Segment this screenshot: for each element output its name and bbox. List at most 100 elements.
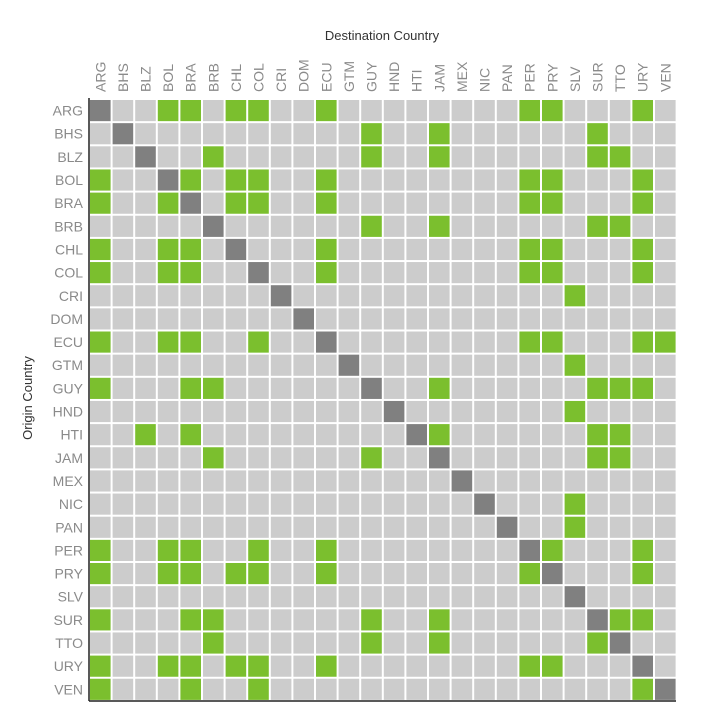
cell-blz-jam: [429, 146, 450, 168]
cell-tto-pan: [496, 632, 518, 654]
cell-tto-dom: [293, 632, 314, 654]
cell-guy-pan: [496, 377, 518, 399]
row-label-bhs: BHS: [54, 126, 83, 142]
cell-gtm-mex: [451, 354, 473, 376]
cell-pry-per: [519, 563, 540, 585]
cell-dom-bra: [180, 308, 201, 330]
cell-nic-mex: [451, 493, 473, 515]
cell-mex-hnd: [383, 470, 405, 492]
cell-ven-ven: [655, 678, 676, 700]
cell-tto-slv: [564, 632, 586, 654]
cell-sur-chl: [225, 609, 247, 631]
cell-brb-arg: [90, 215, 111, 237]
cell-pan-ven: [655, 516, 676, 538]
cell-hti-sur: [587, 424, 608, 446]
cell-mex-chl: [225, 470, 247, 492]
cell-dom-pry: [542, 308, 563, 330]
cell-mex-gtm: [338, 470, 360, 492]
cell-brb-cri: [270, 215, 292, 237]
cell-ecu-pan: [496, 331, 518, 353]
cell-jam-tto: [609, 447, 631, 469]
cell-ecu-mex: [451, 331, 473, 353]
cell-nic-ury: [632, 493, 653, 515]
cell-slv-hnd: [383, 586, 405, 608]
cell-slv-sur: [587, 586, 608, 608]
cell-slv-tto: [609, 586, 631, 608]
cell-col-arg: [90, 262, 111, 284]
cell-sur-mex: [451, 609, 473, 631]
cell-guy-col: [248, 377, 269, 399]
cell-sur-sur: [587, 609, 608, 631]
cell-bra-arg: [90, 192, 111, 214]
cell-pry-chl: [225, 563, 247, 585]
cell-pry-gtm: [338, 563, 360, 585]
cell-hnd-ven: [655, 400, 676, 423]
cell-cri-blz: [135, 285, 156, 307]
cell-sur-ecu: [316, 609, 337, 631]
cell-ven-dom: [293, 678, 314, 700]
cell-col-mex: [451, 262, 473, 284]
cell-bol-ury: [632, 169, 653, 191]
cell-bol-bhs: [112, 169, 134, 191]
cell-nic-ven: [655, 493, 676, 515]
cell-nic-brb: [203, 493, 224, 515]
cell-guy-hti: [406, 377, 427, 399]
cell-brb-dom: [293, 215, 314, 237]
cell-jam-pry: [542, 447, 563, 469]
cell-cri-gtm: [338, 285, 360, 307]
cell-cri-ven: [655, 285, 676, 307]
cell-arg-pan: [496, 100, 518, 122]
cell-blz-guy: [361, 146, 382, 168]
cell-bhs-sur: [587, 123, 608, 145]
cell-jam-blz: [135, 447, 156, 469]
cell-bol-ven: [655, 169, 676, 191]
cell-cri-arg: [90, 285, 111, 307]
cell-pan-arg: [90, 516, 111, 538]
cell-ury-arg: [90, 655, 111, 677]
cell-ven-mex: [451, 678, 473, 700]
cell-ury-bhs: [112, 655, 134, 677]
cell-per-pan: [496, 539, 518, 561]
cell-col-ecu: [316, 262, 337, 284]
cell-sur-hti: [406, 609, 427, 631]
cell-chl-ecu: [316, 238, 337, 261]
cell-dom-slv: [564, 308, 586, 330]
cell-guy-bhs: [112, 377, 134, 399]
cell-ury-pan: [496, 655, 518, 677]
cell-ury-slv: [564, 655, 586, 677]
cell-nic-pan: [496, 493, 518, 515]
cell-slv-bra: [180, 586, 201, 608]
cell-slv-cri: [270, 586, 292, 608]
cell-per-tto: [609, 539, 631, 561]
cell-pan-ecu: [316, 516, 337, 538]
cell-arg-ven: [655, 100, 676, 122]
cell-guy-blz: [135, 377, 156, 399]
cell-nic-bhs: [112, 493, 134, 515]
cell-ury-sur: [587, 655, 608, 677]
cell-tto-gtm: [338, 632, 360, 654]
cell-nic-col: [248, 493, 269, 515]
cell-col-pan: [496, 262, 518, 284]
cell-mex-dom: [293, 470, 314, 492]
cell-brb-mex: [451, 215, 473, 237]
col-label-mex: MEX: [454, 61, 470, 92]
cell-col-jam: [429, 262, 450, 284]
cell-ven-bol: [157, 678, 179, 700]
cell-col-hti: [406, 262, 427, 284]
cell-slv-blz: [135, 586, 156, 608]
cell-bol-bra: [180, 169, 201, 191]
cell-bra-mex: [451, 192, 473, 214]
cell-jam-per: [519, 447, 540, 469]
cell-mex-ven: [655, 470, 676, 492]
cell-blz-per: [519, 146, 540, 168]
cell-per-dom: [293, 539, 314, 561]
cell-chl-hti: [406, 238, 427, 261]
col-label-sur: SUR: [590, 62, 606, 92]
cell-pan-gtm: [338, 516, 360, 538]
row-label-cri: CRI: [59, 288, 83, 304]
cell-mex-per: [519, 470, 540, 492]
cell-ecu-tto: [609, 331, 631, 353]
cell-bol-dom: [293, 169, 314, 191]
cell-dom-cri: [270, 308, 292, 330]
